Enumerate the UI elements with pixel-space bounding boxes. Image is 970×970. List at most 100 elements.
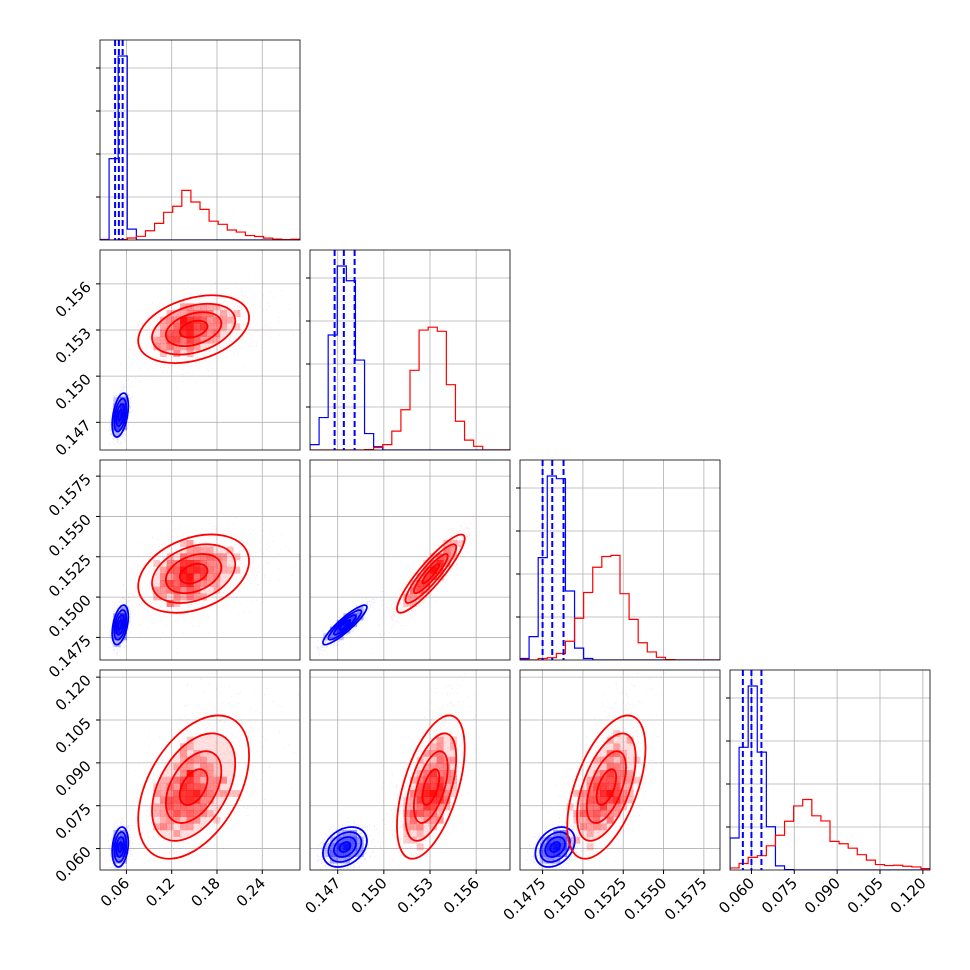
density-layer (314, 671, 481, 870)
x-tick-label: 0.120 (887, 874, 930, 917)
density-cell (620, 770, 627, 777)
density-cell (186, 783, 194, 791)
density-cell (403, 816, 411, 824)
density-cell (456, 540, 464, 547)
density-cell (350, 850, 357, 857)
density-cell (403, 810, 411, 817)
density-layer (107, 511, 299, 656)
density-cell (423, 783, 431, 791)
density-cell (186, 756, 194, 764)
density-cell (160, 776, 167, 784)
density-cell (560, 850, 567, 857)
density-cell (160, 316, 167, 324)
density-cell (613, 790, 621, 797)
density-cell (416, 843, 424, 851)
density-cell (193, 770, 201, 777)
density-cell (153, 586, 161, 594)
density-cell (186, 790, 194, 797)
density-cell (220, 560, 227, 567)
density-cell (186, 546, 194, 554)
density-cell (350, 830, 357, 837)
density-cell (193, 553, 201, 561)
density-cell (200, 310, 207, 317)
density-cell (403, 836, 411, 844)
density-cell (166, 560, 174, 567)
density-layer (107, 277, 299, 447)
density-cell (200, 323, 207, 331)
density-cell (193, 580, 201, 587)
density-cell (553, 843, 561, 851)
density-cell (200, 560, 207, 567)
density-cell (416, 770, 424, 777)
density-cell (416, 586, 424, 594)
contour-series-1 (576, 732, 637, 842)
density-cell (423, 810, 431, 817)
density-cell (193, 803, 201, 811)
density-cell (606, 770, 614, 777)
density-cell (153, 803, 161, 811)
density-cell (220, 776, 227, 784)
contour-series-0 (113, 609, 128, 641)
density-cell (336, 830, 344, 837)
density-cell (553, 836, 561, 844)
density-cell (160, 586, 167, 594)
contour-series-0 (322, 826, 368, 868)
density-cell (593, 770, 601, 777)
density-cell (166, 343, 174, 351)
y-tick-label: 0.1525 (45, 551, 95, 601)
density-cell (350, 613, 357, 621)
density-cell (620, 776, 627, 784)
density-cell (443, 540, 451, 547)
density-cell (330, 843, 337, 851)
density-cell (173, 816, 181, 824)
density-cell (200, 803, 207, 811)
density-cell (580, 810, 587, 817)
density-cell (160, 573, 167, 581)
density-cell (173, 343, 181, 351)
density-cell (120, 396, 127, 404)
density-cell (430, 796, 437, 804)
density-cell (443, 803, 451, 811)
density-cell (206, 303, 214, 311)
density-cell (173, 763, 181, 771)
density-cell (443, 560, 451, 567)
density-cell (626, 796, 634, 804)
density-cell (606, 776, 614, 784)
density-cell (436, 743, 444, 751)
density-cell (206, 783, 214, 791)
density-cell (540, 836, 547, 844)
contour-series-1 (178, 562, 209, 585)
density-cell (540, 850, 547, 857)
density-cell (430, 763, 437, 771)
contour-series-0 (333, 836, 357, 858)
density-cell (416, 796, 424, 804)
y-tick-label: 0.090 (52, 757, 95, 800)
density-cell (173, 776, 181, 784)
density-cell (173, 573, 181, 581)
density-cell (206, 796, 214, 804)
density-cell (166, 796, 174, 804)
density-cell (613, 763, 621, 771)
density-cell (443, 783, 451, 791)
panel-frame (309, 249, 511, 451)
density-cell (160, 803, 167, 811)
density-cell (410, 816, 417, 824)
density-cell (343, 850, 351, 857)
histogram-series-1 (730, 798, 930, 870)
density-cell (213, 580, 221, 587)
density-cell (226, 790, 234, 797)
density-cell (213, 323, 221, 331)
contour-series-0 (338, 619, 352, 631)
density-cell (193, 816, 201, 824)
density-cell (200, 553, 207, 561)
density-cell (206, 810, 214, 817)
contour-series-0 (115, 614, 126, 636)
density-cell (593, 783, 601, 791)
density-cell (450, 770, 457, 777)
density-cell (160, 796, 167, 804)
y-tick-label: 0.150 (52, 370, 95, 413)
density-cell (410, 790, 417, 797)
density-cell (226, 316, 234, 324)
density-cell (436, 816, 444, 824)
